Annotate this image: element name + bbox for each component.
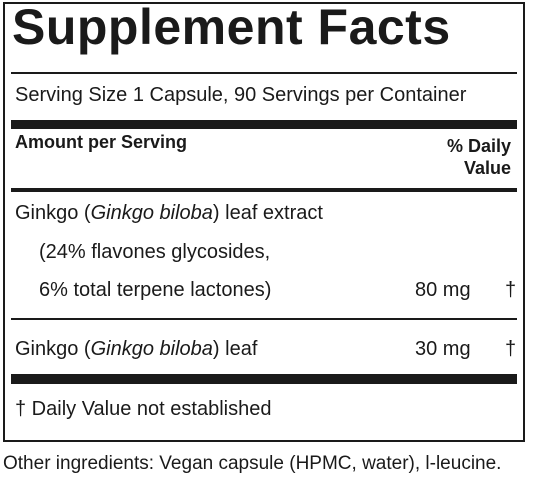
daily-value-header-line2: Value xyxy=(463,158,511,178)
daily-value-footnote: † Daily Value not established xyxy=(15,398,272,420)
daily-value-header-line1: % Daily xyxy=(446,136,511,156)
header-divider xyxy=(11,188,517,192)
ingredient-1-amount: 80 mg xyxy=(415,279,471,301)
thick-divider-bottom xyxy=(11,374,517,384)
daily-value-header: % Daily Value xyxy=(447,135,511,179)
panel-title: Supplement Facts xyxy=(12,0,451,55)
ingredient-1-daily-value: † xyxy=(505,279,517,301)
other-ingredients: Other ingredients: Vegan capsule (HPMC, … xyxy=(3,453,502,474)
ingredient-2-name: Ginkgo (Ginkgo biloba) leaf xyxy=(15,338,257,361)
ingredient-1-detail-line2: 6% total terpene lactones) xyxy=(39,279,272,301)
ingredient-1-botanical-name: Ginkgo biloba xyxy=(90,202,213,224)
serving-size-line: Serving Size 1 Capsule, 90 Servings per … xyxy=(15,84,467,106)
ingredient-1-name-prefix: Ginkgo ( xyxy=(15,202,91,224)
ingredient-2-amount: 30 mg xyxy=(415,338,471,360)
thick-divider-top xyxy=(11,120,517,129)
ingredient-2-botanical-name: Ginkgo biloba xyxy=(90,338,213,360)
ingredient-1-name: Ginkgo (Ginkgo biloba) leaf extract xyxy=(15,202,323,225)
ingredient-2-daily-value: † xyxy=(505,338,517,360)
ingredient-1-detail-line1: (24% flavones glycosides, xyxy=(39,241,271,263)
title-divider xyxy=(11,72,517,74)
ingredient-2-name-prefix: Ginkgo ( xyxy=(15,338,91,360)
supplement-facts-panel: Supplement Facts Serving Size 1 Capsule,… xyxy=(3,0,525,442)
ingredient-2-name-suffix: ) leaf xyxy=(212,338,258,360)
amount-per-serving-header: Amount per Serving xyxy=(15,132,188,152)
ingredient-1-name-suffix: ) leaf extract xyxy=(212,202,323,224)
ingredient-divider xyxy=(11,318,517,320)
